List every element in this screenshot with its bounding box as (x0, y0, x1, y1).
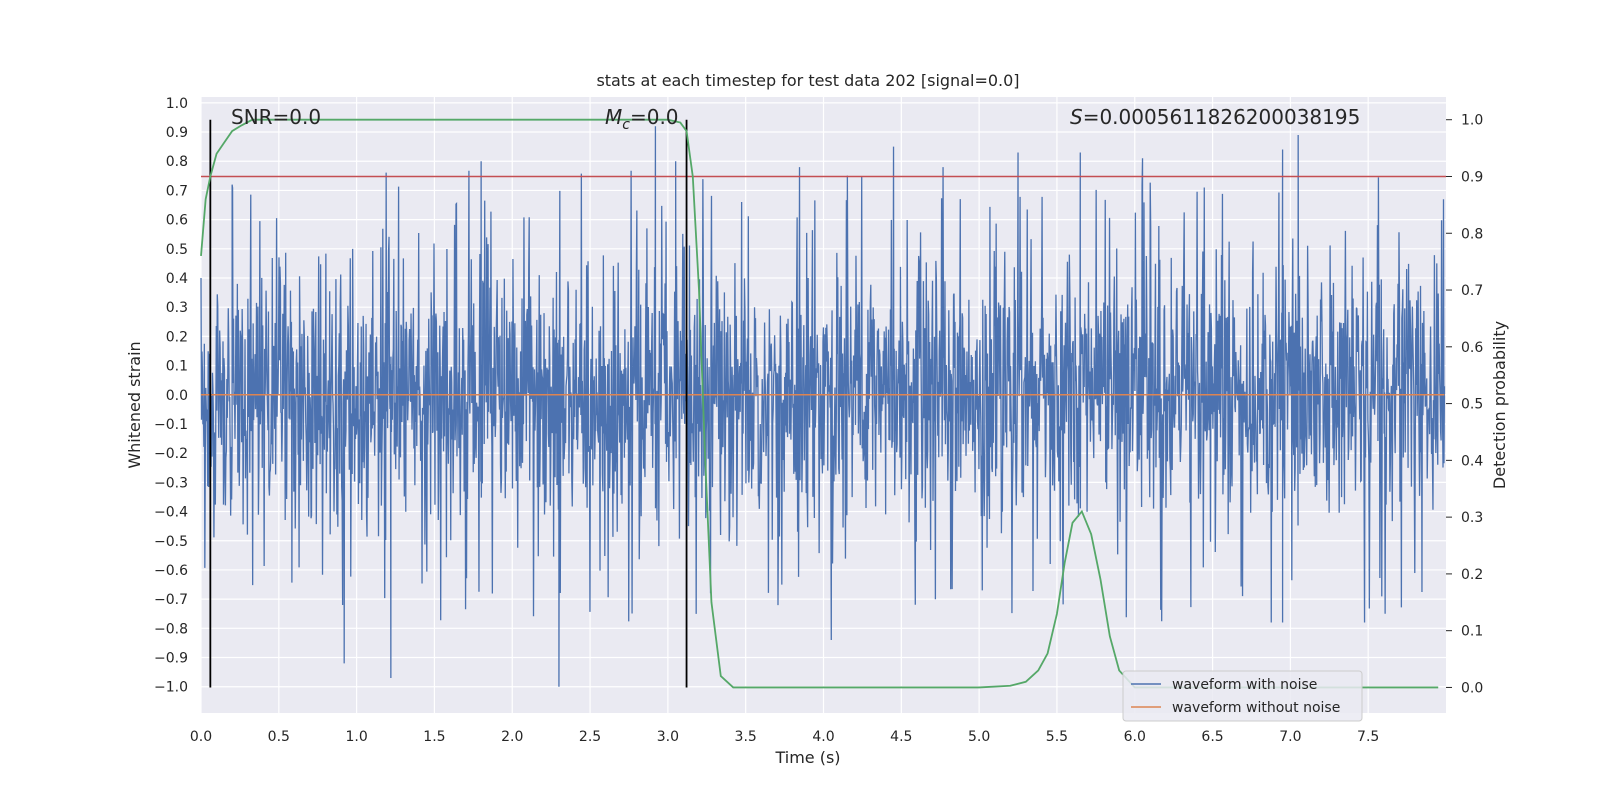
y-tick-label: −0.9 (154, 651, 188, 667)
series-detection-probability (200, 118, 1439, 689)
y2-tick-label: 0.1 (1461, 624, 1483, 640)
y-tick-label: −1.0 (154, 680, 188, 696)
y2-tick-label: 0.3 (1461, 510, 1483, 526)
y-tick-label: −0.1 (154, 417, 188, 433)
y-tick-label: −0.6 (154, 563, 188, 579)
series-waveform-with-noise (200, 126, 1446, 687)
ticks: 0.0 0.5 1.0 1.5 2.0 2.5 3.0 3.5 4.0 4.5 5.0 5.5 6.0 6… (154, 96, 1483, 745)
y2-tick-label: 0.2 (1461, 567, 1483, 583)
x-tick-label: 6.0 (1124, 729, 1146, 745)
s-symbol: S (1070, 105, 1083, 129)
x-tick-label: 3.5 (735, 729, 757, 745)
legend-label-noise: waveform with noise (1172, 677, 1317, 693)
x-tick-label: 1.0 (345, 729, 367, 745)
y-tick-label: 0.6 (166, 213, 188, 229)
s-value: =0.0005611826200038195 (1083, 105, 1361, 129)
y-axis-label: Whitened strain (125, 341, 144, 468)
y2-tick-label: 0.6 (1461, 340, 1483, 356)
mc-value: =0.0 (630, 105, 679, 129)
x-tick-label: 4.0 (812, 729, 834, 745)
y-tick-label: 0.8 (166, 154, 188, 170)
y-tick-label: 0.0 (166, 388, 188, 404)
y-tick-label: −0.8 (154, 621, 188, 637)
legend-box (1122, 670, 1363, 722)
x-tick-label: 7.0 (1279, 729, 1301, 745)
x-tick-label: 1.5 (423, 729, 445, 745)
y-tick-label: −0.3 (154, 475, 188, 491)
y2-tick-label: 0.7 (1461, 283, 1483, 299)
y-tick-label: −0.7 (154, 592, 188, 608)
y2-tick-label: 0.4 (1461, 453, 1483, 469)
y-tick-label: 0.5 (166, 242, 188, 258)
y-tick-label: −0.4 (154, 505, 188, 521)
annotation-snr: SNR=0.0 (231, 105, 321, 129)
chart-title: stats at each timestep for test data 202… (596, 71, 1019, 90)
overlay (200, 118, 1446, 689)
y-tick-label: 0.9 (166, 125, 188, 141)
x-tick-label: 0.0 (190, 729, 212, 745)
legend: waveform with noise waveform without noi… (1122, 670, 1363, 722)
x-tick-label: 2.0 (501, 729, 523, 745)
x-tick-label: 6.5 (1201, 729, 1223, 745)
x-tick-label: 3.0 (657, 729, 679, 745)
y-tick-label: 0.2 (166, 329, 188, 345)
y-tick-label: −0.5 (154, 534, 188, 550)
y2-tick-label: 1.0 (1461, 113, 1483, 129)
x-axis-label: Time (s) (774, 748, 840, 767)
annotation-s: S=0.0005611826200038195 (1070, 105, 1360, 129)
x-tick-label: 2.5 (579, 729, 601, 745)
y2-axis-label: Detection probability (1490, 321, 1509, 489)
x-tick-label: 7.5 (1357, 729, 1379, 745)
mc-symbol: M (605, 105, 622, 129)
y2-tick-label: 0.5 (1461, 397, 1483, 413)
y-tick-label: −0.2 (154, 446, 188, 462)
y-tick-label: 0.3 (166, 300, 188, 316)
y-tick-label: 1.0 (166, 96, 188, 112)
y-tick-label: 0.4 (166, 271, 188, 287)
x-tick-label: 5.5 (1046, 729, 1068, 745)
y2-tick-label: 0.0 (1461, 680, 1483, 696)
y2-tick-label: 0.8 (1461, 226, 1483, 242)
x-tick-label: 4.5 (890, 729, 912, 745)
annotation-chirp-mass: Mc=0.0 (605, 105, 679, 133)
legend-label-clean: waveform without noise (1172, 700, 1340, 716)
noise-trace (200, 126, 1446, 687)
x-tick-label: 5.0 (968, 729, 990, 745)
y2-tick-label: 0.9 (1461, 169, 1483, 185)
y-tick-label: 0.7 (166, 183, 188, 199)
mc-subscript: c (622, 117, 630, 133)
y-tick-label: 0.1 (166, 359, 188, 375)
x-tick-label: 0.5 (268, 729, 290, 745)
